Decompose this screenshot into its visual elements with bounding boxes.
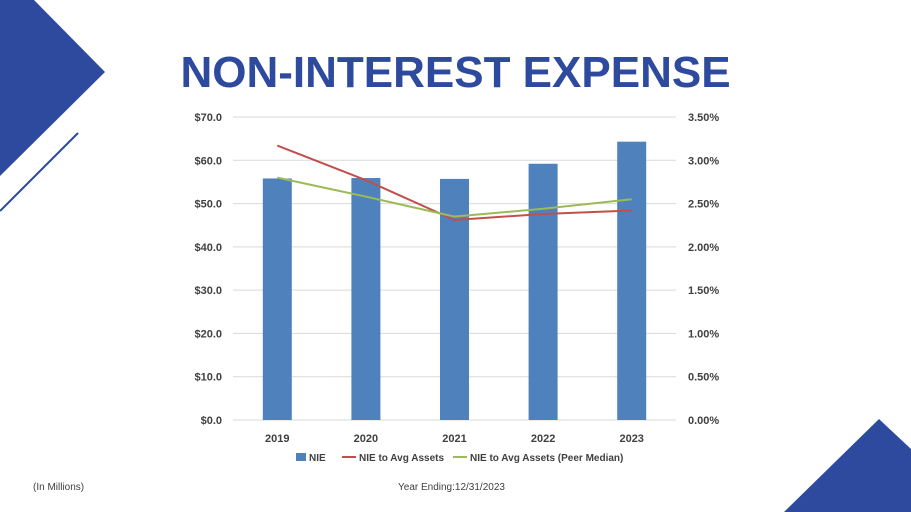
top-left-triangle-decoration: [0, 0, 105, 176]
y-right-tick-label: 2.50%: [688, 199, 719, 211]
diagonal-line-decoration: [0, 132, 79, 212]
y-left-tick-label: $20.0: [194, 328, 222, 340]
x-tick-label: 2021: [442, 433, 466, 445]
y-right-tick-label: 0.00%: [688, 415, 719, 427]
y-right-tick-label: 3.50%: [688, 112, 719, 124]
line-nie-to-avg-assets-peer-median: [277, 176, 632, 218]
y-right-tick-label: 0.50%: [688, 372, 719, 384]
legend-swatch-bar: [296, 453, 306, 461]
legend-label: NIE to Avg Assets: [359, 453, 444, 464]
y-left-tick-label: $30.0: [194, 285, 222, 297]
bar-nie: [351, 178, 381, 420]
bar-nie: [528, 163, 558, 420]
bottom-right-triangle-decoration: [784, 419, 911, 512]
line-series: [276, 144, 632, 222]
y-left-tick-label: $10.0: [194, 372, 222, 384]
axis-labels: $0.0 $10.0 $20.0 $30.0 $40.0 $50.0 $60.0 $70.0 0…: [194, 112, 719, 445]
legend-label: NIE: [309, 453, 326, 464]
x-tick-label: 2022: [531, 433, 555, 445]
bar-nie: [262, 178, 292, 420]
y-right-tick-label: 2.00%: [688, 242, 719, 254]
bar-nie: [617, 141, 647, 420]
x-tick-label: 2023: [619, 433, 643, 445]
y-left-tick-label: $40.0: [194, 242, 222, 254]
y-right-tick-label: 3.00%: [688, 155, 719, 167]
x-tick-label: 2019: [265, 433, 289, 445]
bar-series: [262, 141, 647, 420]
y-left-tick-label: $60.0: [194, 155, 222, 167]
y-left-tick-label: $50.0: [194, 199, 222, 211]
y-right-tick-label: 1.50%: [688, 285, 719, 297]
y-left-tick-label: $70.0: [194, 112, 222, 124]
line-nie-to-avg-assets: [276, 144, 632, 222]
period-note: Year Ending:12/31/2023: [398, 482, 505, 493]
legend: NIE NIE to Avg Assets NIE to Avg Assets (P…: [296, 453, 623, 464]
x-tick-label: 2020: [354, 433, 378, 445]
y-left-tick-label: $0.0: [201, 415, 222, 427]
y-right-tick-label: 1.00%: [688, 328, 719, 340]
units-note: (In Millions): [33, 482, 85, 493]
legend-label: NIE to Avg Assets (Peer Median): [470, 453, 623, 464]
page-title: NON-INTEREST EXPENSE: [180, 48, 731, 97]
